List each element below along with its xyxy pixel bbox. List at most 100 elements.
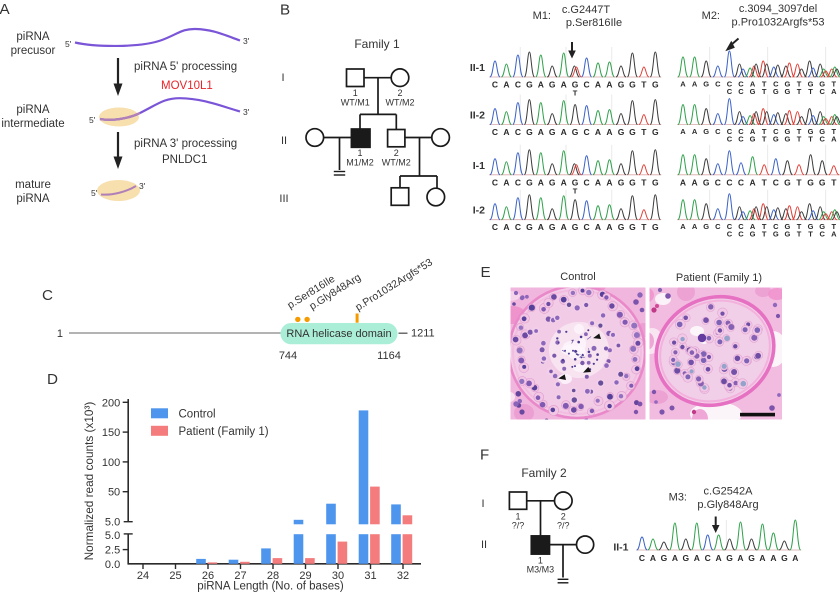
svg-text:PNLDC1: PNLDC1 [162,154,207,166]
svg-text:200: 200 [102,397,120,409]
svg-text:A: A [770,553,776,563]
svg-text:C: C [773,127,779,136]
svg-text:M3:: M3: [669,492,687,504]
svg-text:32: 32 [397,570,409,582]
svg-text:T: T [762,80,767,89]
svg-text:G: G [652,222,659,232]
svg-text:Patient (Family 1): Patient (Family 1) [676,272,762,284]
svg-text:III: III [279,193,288,205]
svg-text:C: C [726,177,732,187]
svg-text:G: G [726,553,733,563]
svg-text:T: T [796,177,802,187]
svg-text:25: 25 [169,570,181,582]
svg-text:27: 27 [234,570,246,582]
svg-text:T: T [573,89,578,98]
svg-text:WT/M2: WT/M2 [386,98,415,108]
svg-text:Normalized read counts (x10³): Normalized read counts (x10³) [82,402,96,561]
svg-text:C: C [492,80,498,90]
svg-text:G: G [618,222,625,232]
svg-text:G: G [784,80,790,89]
svg-text:T: T [573,186,578,195]
svg-text:A: A [680,80,686,89]
svg-text:T: T [762,135,767,144]
svg-text:G: G [618,127,625,137]
svg-text:M2:: M2: [702,10,720,22]
svg-text:T: T [641,80,647,90]
svg-text:MOV10L1: MOV10L1 [161,80,213,92]
svg-text:1164: 1164 [377,350,401,362]
svg-text:T: T [797,230,802,239]
svg-text:A: A [561,127,567,137]
svg-text:C: C [773,80,779,89]
svg-text:A: A [750,222,756,231]
svg-text:piRNA 3' processing: piRNA 3' processing [134,138,237,150]
svg-text:A: A [606,127,612,137]
svg-text:A: A [0,1,11,18]
svg-text:C: C [584,222,590,232]
svg-text:intermediate: intermediate [1,118,64,130]
svg-text:Family 1: Family 1 [354,37,400,51]
svg-text:G: G [750,230,756,239]
svg-text:C: C [819,87,825,96]
svg-text:G: G [572,222,579,232]
svg-text:2: 2 [561,512,566,522]
svg-text:WT/M2: WT/M2 [382,158,411,168]
svg-text:piRNA: piRNA [16,104,50,116]
svg-text:A: A [503,177,509,187]
svg-text:piRNA 5' processing: piRNA 5' processing [134,61,237,73]
svg-text:G: G [819,222,825,231]
svg-text:A: A [750,127,756,136]
svg-text:1: 1 [515,512,520,522]
svg-text:C: C [727,222,733,231]
svg-text:G: G [703,177,710,187]
svg-text:C: C [584,127,590,137]
svg-text:C: C [584,177,590,187]
svg-text:p.Ser816Ile: p.Ser816Ile [566,17,622,29]
svg-text:A: A [606,80,612,90]
svg-text:G: G [773,230,779,239]
svg-text:A: A [561,222,567,232]
svg-text:G: G [549,127,556,137]
svg-text:A: A [503,127,509,137]
svg-text:Control: Control [179,409,216,421]
svg-text:G: G [773,135,779,144]
svg-text:A: A [831,135,837,144]
svg-text:G: G [703,127,709,136]
svg-text:G: G [784,177,791,187]
svg-text:T: T [762,87,767,96]
svg-text:A: A [538,80,544,90]
svg-text:G: G [750,87,756,96]
svg-text:C: C [738,222,744,231]
svg-text:C: C [492,177,498,187]
svg-text:C: C [738,87,744,96]
svg-text:T: T [641,127,647,137]
svg-text:31: 31 [364,570,376,582]
svg-text:II: II [281,135,287,147]
svg-text:A: A [561,80,567,90]
svg-text:M3/M3: M3/M3 [527,565,555,575]
svg-text:A: A [503,222,509,232]
svg-text:5': 5' [91,188,98,198]
svg-text:5.0: 5.0 [105,517,120,529]
svg-text:T: T [831,177,837,187]
svg-text:C: C [773,222,779,231]
svg-text:A: A [595,127,601,137]
svg-text:II-1: II-1 [470,62,485,74]
svg-text:A: A [692,80,698,89]
svg-text:G: G [781,553,788,563]
svg-text:3': 3' [243,107,250,117]
svg-text:B: B [280,2,290,19]
svg-text:G: G [572,127,579,137]
svg-text:A: A [595,177,601,187]
svg-text:G: G [629,177,636,187]
svg-text:2: 2 [394,148,399,158]
svg-text:G: G [526,127,533,137]
svg-text:piRNA: piRNA [16,31,50,43]
svg-text:p.Pro1032Argfs*53: p.Pro1032Argfs*53 [732,17,825,29]
svg-text:A: A [692,127,698,136]
svg-text:A: A [538,177,544,187]
svg-text:C: C [584,80,590,90]
svg-text:G: G [808,127,814,136]
svg-text:C: C [492,222,498,232]
svg-text:G: G [549,222,556,232]
